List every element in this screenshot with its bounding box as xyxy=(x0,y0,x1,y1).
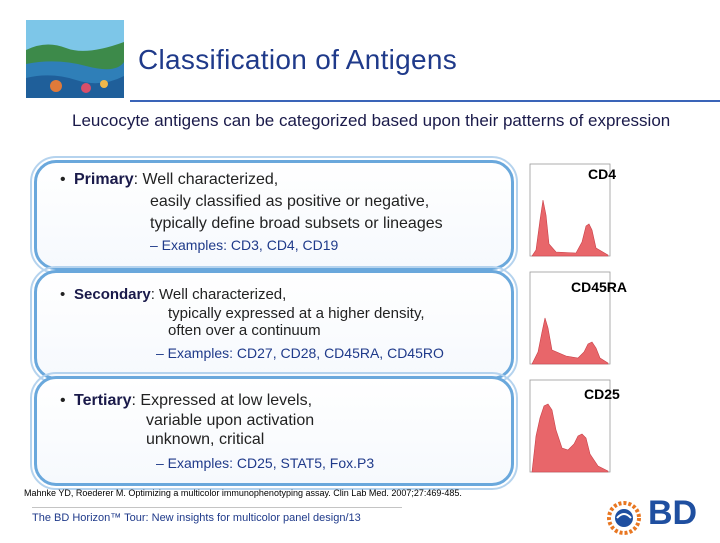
bullet-dot: • xyxy=(60,392,66,409)
tertiary-line3: unknown, critical xyxy=(146,431,265,448)
header-thumbnail-image xyxy=(26,20,124,98)
secondary-term: Secondary xyxy=(74,286,151,303)
footer: The BD Horizon™ Tour: New insights for m… xyxy=(32,507,402,524)
bd-wordmark: BD xyxy=(648,494,698,532)
title-divider xyxy=(130,100,720,102)
secondary-line3: often over a continuum xyxy=(168,322,321,339)
primary-line3: typically define broad subsets or lineag… xyxy=(150,215,443,232)
cd25-label: CD25 xyxy=(584,386,620,402)
panel-glow xyxy=(30,372,518,490)
tertiary-term: Tertiary xyxy=(74,392,132,409)
cd4-histogram xyxy=(516,160,616,260)
tertiary-line2: variable upon activation xyxy=(146,412,315,429)
footer-slash: / xyxy=(345,512,349,524)
reference-citation: Mahnke YD, Roederer M. Optimizing a mult… xyxy=(24,488,462,498)
secondary-examples: – Examples: CD27, CD28, CD45RA, CD45RO xyxy=(156,345,444,361)
tertiary-examples: – Examples: CD25, STAT5, Fox.P3 xyxy=(156,455,375,471)
bullet-dot: • xyxy=(60,286,66,303)
primary-line1: : Well characterized, xyxy=(133,171,279,188)
slide-title: Classification of Antigens xyxy=(138,44,458,75)
primary-term: Primary xyxy=(74,171,134,188)
primary-bullet: • Primary: Well characterized, xyxy=(60,171,278,189)
cd45ra-label: CD45RA xyxy=(571,279,628,295)
tertiary-panel xyxy=(30,372,518,490)
cd45ra-histogram xyxy=(516,268,616,368)
primary-panel xyxy=(30,156,518,274)
tertiary-bullet: • Tertiary: Expressed at low levels, xyxy=(60,392,312,410)
footer-rule xyxy=(32,507,402,508)
footer-text: The BD Horizon™ Tour: New insights for m… xyxy=(32,512,346,524)
secondary-line1: : Well characterized, xyxy=(150,286,287,303)
bd-sunburst-icon xyxy=(607,501,641,535)
cd4-label: CD4 xyxy=(588,166,617,182)
secondary-bullet: • Secondary: Well characterized, xyxy=(60,286,286,304)
page-number: 13 xyxy=(348,512,361,524)
bullet-dot: • xyxy=(60,171,66,188)
secondary-line2: typically expressed at a higher density, xyxy=(168,305,425,322)
cd25-histogram xyxy=(516,376,616,476)
intro-text: Leucocyte antigens can be categorized ba… xyxy=(72,111,671,130)
primary-line2: easily classified as positive or negativ… xyxy=(150,193,430,210)
bd-logo: BD xyxy=(600,494,718,538)
tertiary-line1: : Expressed at low levels, xyxy=(131,392,313,409)
primary-examples: – Examples: CD3, CD4, CD19 xyxy=(150,237,339,253)
